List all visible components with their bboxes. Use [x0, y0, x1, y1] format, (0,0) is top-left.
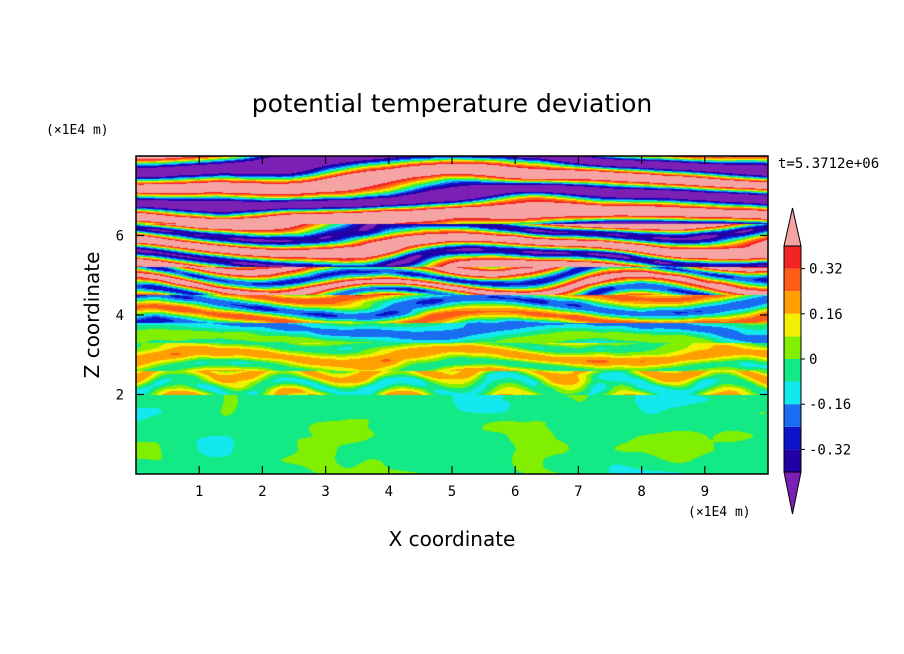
x-tick-label-1: 2 — [258, 484, 266, 500]
y-tick-label-1: 4 — [116, 308, 124, 324]
y-axis: 2 4 6 — [116, 229, 768, 404]
colorbar-band-8 — [784, 268, 801, 292]
colorbar-extend-min — [783, 471, 802, 515]
x-tick-label-5: 6 — [511, 484, 519, 500]
colorbar-tick-label-0: 0.32 — [809, 262, 843, 278]
x-tick-label-6: 7 — [574, 484, 582, 500]
colorbar-band-6 — [784, 313, 801, 337]
chart-title: potential temperature deviation — [252, 89, 652, 118]
colorbar: 0.32 0.16 0 -0.16 -0.32 — [783, 207, 851, 515]
colorbar-tick-label-1: 0.16 — [809, 307, 843, 323]
contour-field — [136, 156, 768, 474]
colorbar-tick-label-3: -0.16 — [809, 397, 851, 413]
y-axis-title: Z coordinate — [80, 252, 104, 379]
colorbar-band-2 — [784, 404, 801, 427]
plot-area — [135, 155, 769, 475]
x-tick-label-3: 4 — [385, 484, 393, 500]
x-tick-label-4: 5 — [448, 484, 456, 500]
colorbar-band-3 — [784, 381, 801, 405]
y-tick-label-2: 6 — [116, 229, 124, 245]
x-tick-label-8: 9 — [701, 484, 709, 500]
colorbar-band-0 — [784, 449, 801, 472]
colorbar-band-1 — [784, 426, 801, 450]
x-axis-title: X coordinate — [389, 527, 516, 551]
colorbar-band-9 — [784, 246, 801, 269]
colorbar-extend-max — [783, 207, 802, 247]
colorbar-band-7 — [784, 291, 801, 314]
y-tick-label-0: 2 — [116, 388, 124, 404]
y-unit-label: (×1E4 m) — [46, 123, 109, 138]
x-tick-label-2: 3 — [321, 484, 329, 500]
colorbar-tick-label-2: 0 — [809, 352, 817, 368]
x-unit-label: (×1E4 m) — [688, 505, 751, 520]
colorbar-band-4 — [784, 359, 801, 382]
x-tick-label-0: 1 — [195, 484, 203, 500]
colorbar-tick-label-4: -0.32 — [809, 442, 851, 458]
time-label: t=5.3712e+06 — [778, 156, 879, 172]
x-tick-label-7: 8 — [637, 484, 645, 500]
x-axis: 1 2 3 4 5 6 7 8 9 — [195, 156, 709, 500]
colorbar-band-5 — [784, 336, 801, 359]
